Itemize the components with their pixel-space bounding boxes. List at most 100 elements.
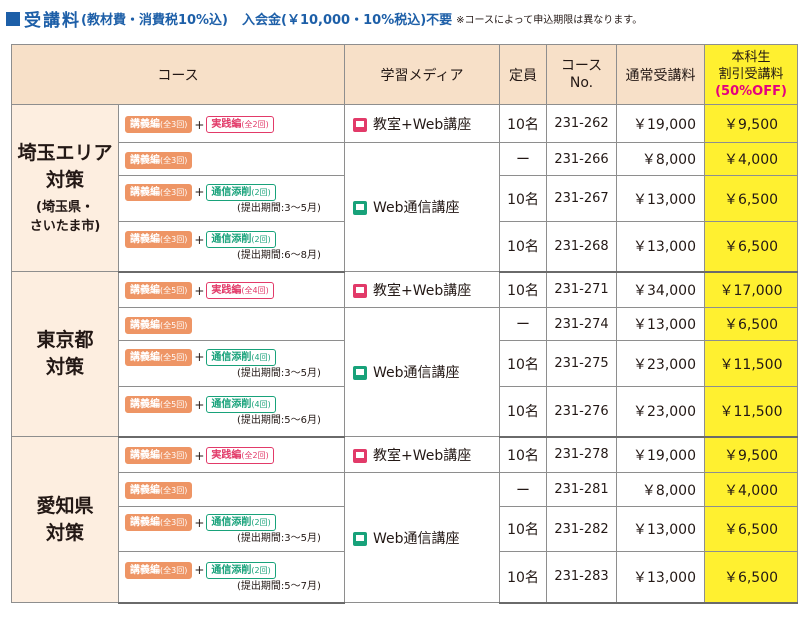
square-bullet-icon bbox=[6, 11, 20, 26]
admission-note: 入会金(￥10,000・10%税込)不要 bbox=[242, 13, 453, 28]
capacity-cell: 10名 bbox=[499, 506, 547, 552]
web-course-icon bbox=[353, 201, 367, 215]
plus-icon: + bbox=[194, 283, 205, 298]
table-row: 講義編(全5回) + 通信添削(4回) (提出期間:5～6月) 10名 231-276 ￥2… bbox=[12, 386, 798, 438]
lecture-label: 講義編 bbox=[130, 285, 160, 297]
course-cell: 講義編(全5回) + 通信添削(4回) (提出期間:5～6月) bbox=[118, 386, 345, 438]
region-sub-line2: さいたま市) bbox=[29, 219, 101, 234]
course-no-cell: 231-268 bbox=[546, 221, 617, 273]
region-sub-line1: (埼玉県・ bbox=[36, 200, 94, 215]
plus-icon: + bbox=[194, 397, 205, 412]
lecture-tag: 講義編(全5回) bbox=[125, 396, 193, 414]
extra-count: (全2回) bbox=[241, 120, 269, 129]
extra-label: 実践編 bbox=[211, 119, 242, 130]
course-no-cell: 231-281 bbox=[546, 472, 617, 507]
capacity-cell: 10名 bbox=[499, 551, 547, 604]
fee-cell: ￥13,000 bbox=[616, 307, 705, 341]
lecture-tag: 講義編(全3回) bbox=[125, 151, 193, 169]
course-cell: 講義編(全3回) + 通信添削(2回) (提出期間:6～8月) bbox=[118, 221, 345, 273]
lecture-count: (全5回) bbox=[160, 400, 188, 410]
lecture-label: 講義編 bbox=[130, 186, 160, 198]
fee-cell: ￥13,000 bbox=[616, 506, 705, 552]
media-cell-web: Web通信講座 bbox=[344, 307, 500, 437]
extra-label: 実践編 bbox=[211, 285, 242, 297]
course-cell: 講義編(全3回) + 通信添削(2回) (提出期間:3～5月) bbox=[118, 175, 345, 222]
capacity-cell: ー bbox=[499, 142, 547, 176]
region-sub: (埼玉県・さいたま市) bbox=[12, 198, 118, 236]
lecture-count: (全3回) bbox=[160, 451, 188, 461]
course-no-cell: 231-283 bbox=[546, 551, 617, 604]
course-no-cell: 231-262 bbox=[546, 104, 617, 143]
tax-note: (教材費・消費税10%込) bbox=[81, 13, 228, 28]
discount-fee-cell: ￥11,500 bbox=[704, 340, 798, 387]
region-name-line1: 愛知県 bbox=[36, 494, 94, 517]
lecture-tag: 講義編(全3回) bbox=[125, 447, 193, 465]
table-row: 講義編(全3回) Web通信講座ー 231-266 ￥8,000 ￥4,000 bbox=[12, 142, 798, 272]
lecture-count: (全3回) bbox=[160, 518, 188, 527]
media-label: Web通信講座 bbox=[373, 530, 460, 547]
course-no-cell: 231-267 bbox=[546, 175, 617, 222]
lecture-count: (全3回) bbox=[160, 187, 188, 197]
discount-fee-cell: ￥6,500 bbox=[704, 175, 798, 222]
media-label: 教室+Web講座 bbox=[373, 116, 472, 133]
lecture-label: 講義編 bbox=[130, 351, 160, 363]
course-cell: 講義編(全3回) + 実践編(全2回) bbox=[118, 436, 345, 473]
course-cell: 講義編(全3回) + 実践編(全2回) bbox=[118, 104, 345, 143]
section-title: 受講料 bbox=[24, 11, 81, 31]
col-discount-line2: 割引受講料 bbox=[718, 67, 784, 82]
media-label: Web通信講座 bbox=[373, 200, 460, 216]
fee-cell: ￥13,000 bbox=[616, 551, 705, 604]
media-cell-web: Web通信講座 bbox=[344, 142, 500, 272]
capacity-cell: ー bbox=[499, 307, 547, 341]
extra-tag: 通信添削(4回) bbox=[206, 396, 276, 414]
region-name-line2: 対策 bbox=[45, 356, 84, 378]
lecture-label: 講義編 bbox=[130, 485, 160, 496]
extra-count: (2回) bbox=[251, 565, 271, 575]
extra-tag: 実践編(全4回) bbox=[206, 282, 274, 300]
fee-cell: ￥8,000 bbox=[616, 142, 705, 176]
course-no-cell: 231-266 bbox=[546, 142, 617, 176]
submission-period: (提出期間:3～5月) bbox=[237, 367, 321, 379]
lecture-tag: 講義編(全3回) bbox=[125, 183, 193, 201]
lecture-count: (全5回) bbox=[160, 320, 188, 330]
extra-count: (2回) bbox=[251, 518, 271, 527]
lecture-tag: 講義編(全5回) bbox=[125, 282, 193, 300]
region-cell: 東京都 対策 bbox=[11, 271, 119, 437]
capacity-cell: 10名 bbox=[499, 104, 547, 143]
extra-tag: 通信添削(2回) bbox=[206, 561, 276, 579]
plus-icon: + bbox=[194, 448, 205, 463]
table-row: 愛知県 対策 講義編(全3回) + 実践編(全2回) 教室+Web講座 10名 231-278… bbox=[11, 436, 798, 603]
course-cell: 講義編(全5回) + 実践編(全4回) bbox=[118, 271, 345, 308]
col-capacity: 定員 bbox=[499, 44, 547, 105]
capacity-cell: ー bbox=[499, 472, 547, 507]
plus-icon: + bbox=[194, 185, 205, 199]
fee-cell: ￥19,000 bbox=[616, 436, 705, 473]
col-media: 学習メディア bbox=[344, 44, 500, 105]
course-no-cell: 231-271 bbox=[546, 271, 617, 308]
web-course-icon bbox=[353, 531, 367, 546]
classroom-icon bbox=[353, 448, 367, 463]
lecture-label: 講義編 bbox=[130, 399, 160, 411]
fee-table: コース 学習メディア 定員 コース No. 通常受講料 本科生 割引受講料 (50%O… bbox=[11, 44, 798, 604]
capacity-cell: 10名 bbox=[499, 386, 547, 438]
discount-fee-cell: ￥4,000 bbox=[704, 472, 798, 507]
lecture-tag: 講義編(全5回) bbox=[125, 316, 193, 334]
lecture-count: (全3回) bbox=[160, 486, 188, 495]
media-cell-classroom: 教室+Web講座 bbox=[344, 104, 500, 143]
fee-cell: ￥23,000 bbox=[616, 340, 705, 387]
submission-period: (提出期間:3～5月) bbox=[237, 202, 321, 214]
lecture-label: 講義編 bbox=[130, 319, 160, 331]
lecture-label: 講義編 bbox=[130, 119, 160, 130]
extra-label: 通信添削 bbox=[211, 564, 252, 576]
submission-period: (提出期間:6～8月) bbox=[237, 250, 321, 262]
extra-count: (4回) bbox=[251, 400, 271, 410]
submission-period: (提出期間:3～5月) bbox=[237, 533, 321, 544]
discount-fee-cell: ￥17,000 bbox=[704, 271, 798, 308]
col-course: コース bbox=[11, 44, 345, 105]
lecture-tag: 講義編(全3回) bbox=[125, 561, 193, 579]
lecture-label: 講義編 bbox=[130, 564, 160, 576]
capacity-cell: 10名 bbox=[499, 340, 547, 387]
lecture-label: 講義編 bbox=[130, 450, 160, 462]
lecture-label: 講義編 bbox=[130, 154, 160, 166]
plus-icon: + bbox=[194, 117, 205, 132]
